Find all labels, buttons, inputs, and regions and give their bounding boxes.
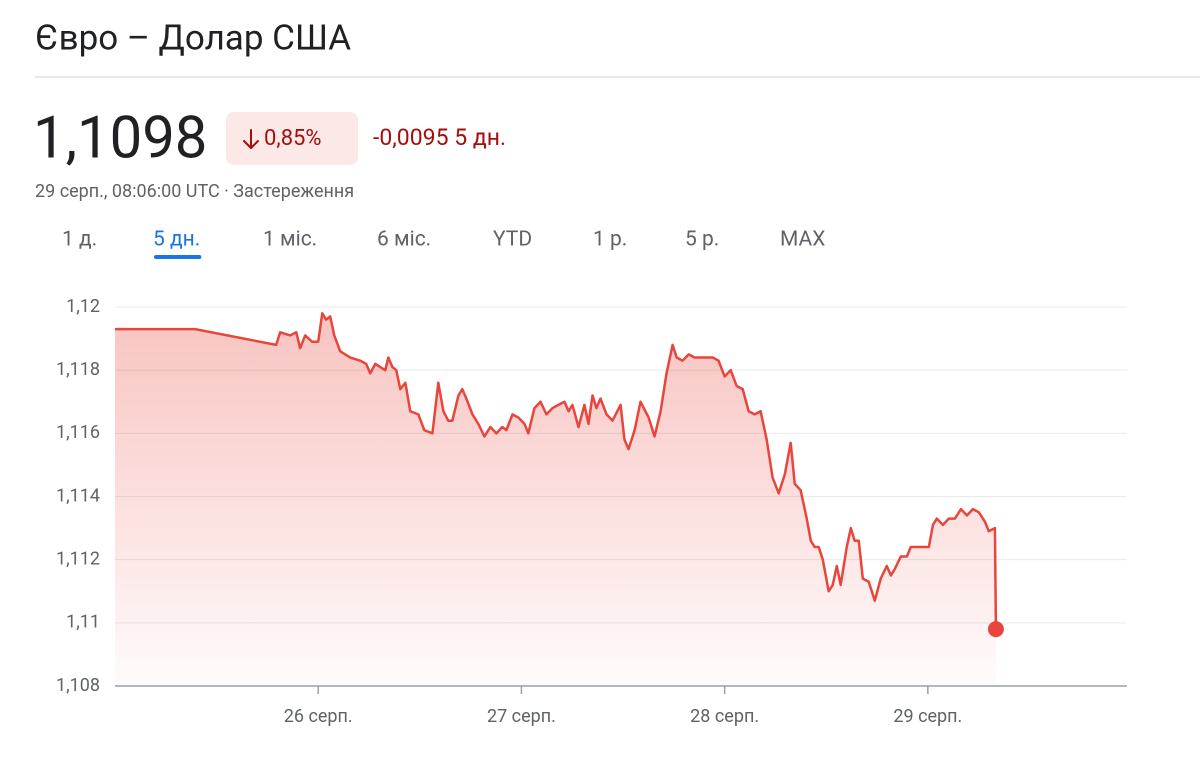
y-tick-label: 1,12: [66, 296, 100, 317]
x-tick-label: 26 серп.: [284, 706, 353, 727]
y-tick-label: 1,114: [56, 485, 100, 506]
range-tab[interactable]: 1 д.: [62, 228, 97, 252]
price-area: [115, 313, 996, 686]
timestamp: 29 серп., 08:06:00 UTC · Застереження: [35, 181, 354, 202]
chart: 1,108 1,11 1,112 1,114 1,116 1,118 1,12 26 серп…: [56, 296, 1127, 727]
range-tab[interactable]: 6 міс.: [377, 228, 431, 252]
y-tick-label: 1,116: [56, 422, 100, 443]
range-tab[interactable]: 1 міс.: [263, 228, 317, 252]
range-tab[interactable]: MAX: [780, 228, 825, 252]
y-tick-label: 1,118: [56, 359, 100, 380]
last-point: [987, 621, 1004, 638]
down-arrow: [243, 129, 259, 149]
range-tab[interactable]: 5 р.: [685, 228, 719, 252]
range-tab[interactable]: YTD: [493, 228, 532, 252]
y-tick-label: 1,112: [56, 548, 100, 569]
price: 1,1098: [33, 104, 207, 172]
active-tab-indicator: [154, 255, 202, 259]
range-tab[interactable]: 1 р.: [593, 228, 627, 252]
change-percent: 0,85%: [264, 126, 322, 151]
range-tabs: 1 д. 5 дн. 1 міс. 6 міс. YTD 1 р. 5 р. MAX: [62, 228, 825, 259]
x-tick-label: 29 серп.: [893, 706, 962, 727]
x-tick-label: 28 серп.: [690, 706, 759, 727]
range-tab[interactable]: 5 дн.: [153, 228, 200, 252]
price-line: [115, 312, 998, 630]
page-title: Євро – Долар США: [35, 17, 351, 58]
x-tick-label: 27 серп.: [487, 706, 556, 727]
change-badge: [226, 112, 358, 165]
change-value: -0,0095 5 дн.: [373, 124, 506, 151]
y-tick-label: 1,11: [66, 612, 100, 633]
y-tick-label: 1,108: [56, 675, 100, 696]
